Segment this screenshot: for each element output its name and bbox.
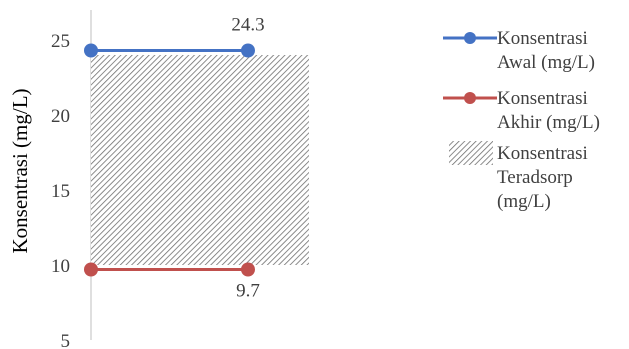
legend-label: Konsentrasi	[497, 143, 588, 164]
y-axis-label: Konsentrasi (mg/L)	[8, 88, 32, 253]
data-label-0: 24.3	[231, 15, 264, 36]
legend-swatch-marker-0	[464, 32, 476, 44]
y-tick-label: 10	[51, 256, 70, 277]
legend: Konsentrasi Awal (mg/L) Konsentrasi Akhir (…	[443, 28, 600, 212]
legend-label: Teradsorp	[497, 167, 573, 188]
legend-label: Konsentrasi	[497, 28, 588, 49]
legend-swatch-area	[449, 141, 493, 165]
data-label-1: 9.7	[236, 281, 260, 302]
legend-label: Konsentrasi	[497, 88, 588, 109]
y-tick-label: 5	[61, 331, 71, 349]
legend-label: Akhir (mg/L)	[497, 112, 600, 133]
y-tick-label: 20	[51, 106, 70, 127]
y-tick-label: 25	[51, 31, 70, 52]
y-tick-labels: 5 10 15 20 25	[51, 31, 70, 349]
legend-label: Awal (mg/L)	[497, 52, 595, 73]
data-point-1-0	[84, 262, 98, 277]
data-point-0-0	[84, 43, 98, 58]
series-layer: 24.3 9.7	[84, 15, 265, 302]
data-point-0-1	[241, 43, 255, 58]
legend-label: (mg/L)	[497, 191, 551, 212]
data-point-1-1	[241, 262, 255, 277]
area-teradsorp	[91, 55, 309, 265]
y-tick-label: 15	[51, 181, 70, 202]
legend-swatch-marker-1	[464, 92, 476, 104]
